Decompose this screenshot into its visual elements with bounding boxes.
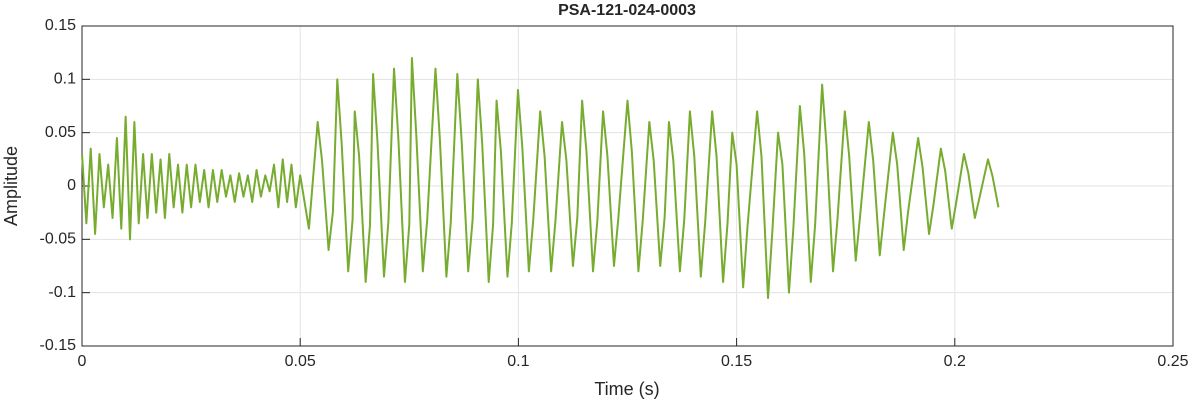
x-tick-label: 0 [78, 353, 87, 370]
chart-title: PSA-121-024-0003 [558, 2, 696, 19]
y-tick-label: -0.15 [40, 337, 77, 354]
x-axis-label: Time (s) [594, 379, 659, 399]
y-tick-label: -0.1 [48, 284, 76, 301]
plot-frame [81, 25, 1174, 347]
y-tick-label: 0.05 [45, 124, 76, 141]
x-tick-label: 0.25 [1157, 353, 1188, 370]
y-tick-label: 0 [67, 177, 76, 194]
y-axis-label: Amplitude [1, 146, 21, 226]
y-tick-label: -0.05 [40, 231, 77, 248]
x-tick-label: 0.2 [944, 353, 966, 370]
x-tick-label: 0.15 [721, 353, 752, 370]
waveform-line [81, 57, 1000, 299]
y-tick-label: 0.15 [45, 17, 76, 34]
x-tick-label: 0.05 [285, 353, 316, 370]
x-tick-label: 0.1 [507, 353, 529, 370]
y-tick-label: 0.1 [54, 71, 76, 88]
